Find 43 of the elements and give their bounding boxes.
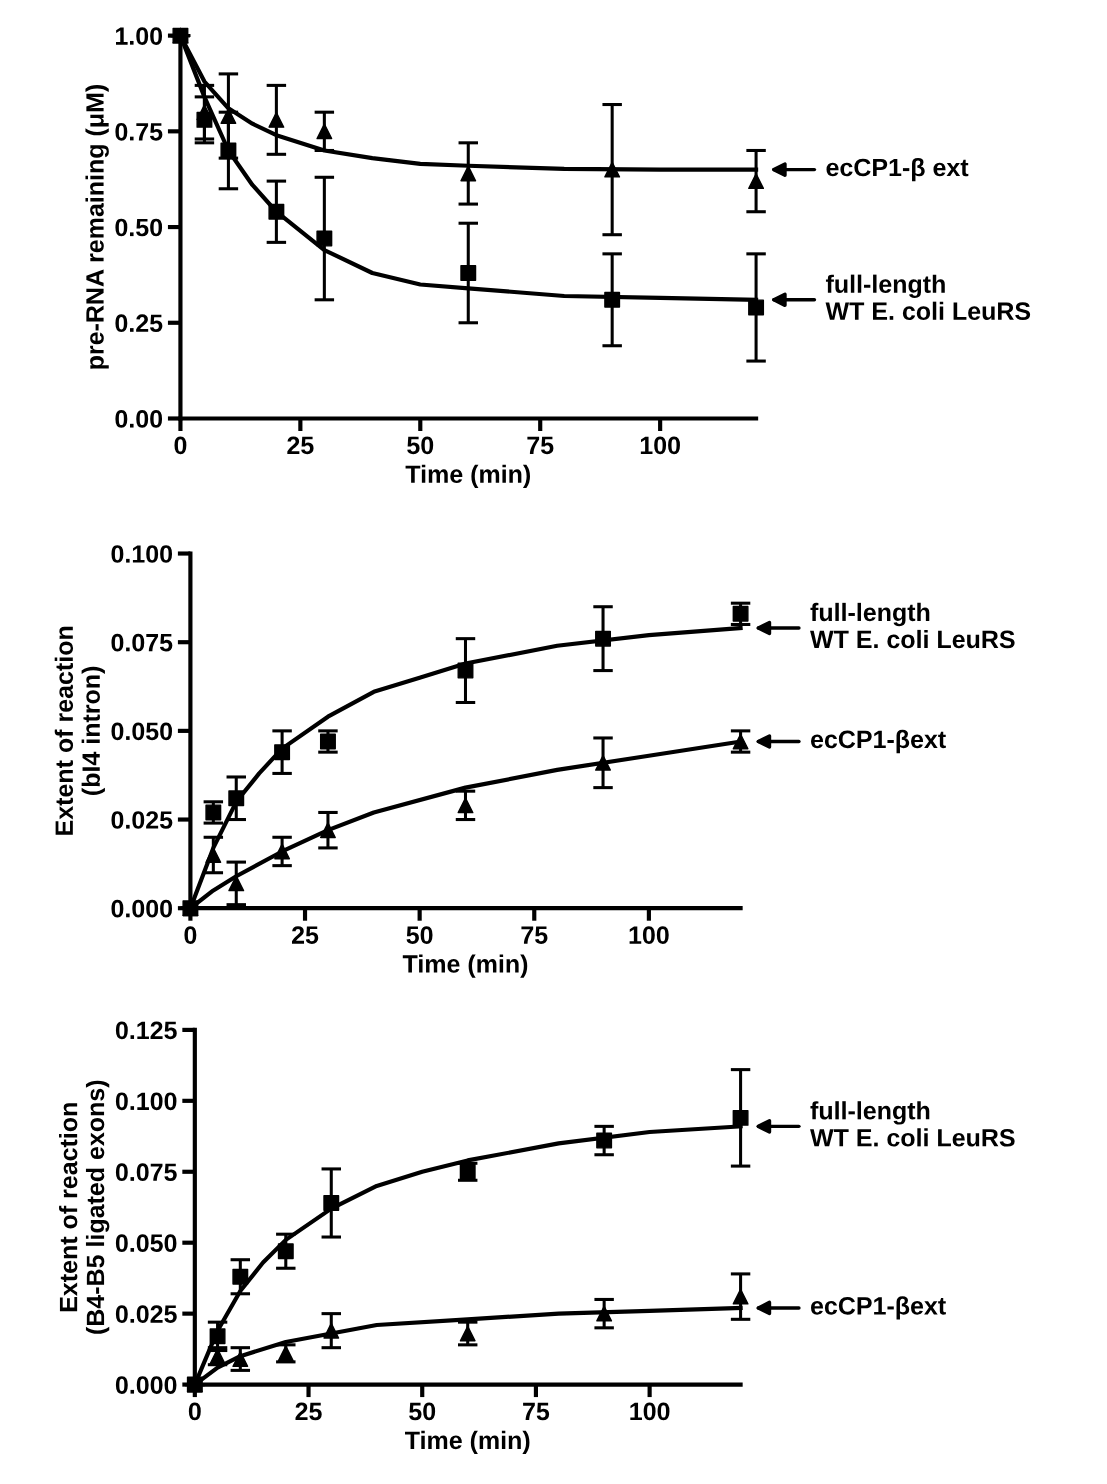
legend-label: full-length WT E. coli LeuRS [810,602,1015,649]
legend-label: ecCP1-β ext [826,157,969,182]
x-axis-title: Time (min) [405,464,530,489]
x-tick-label: 25 [287,436,314,455]
x-tick-label: 100 [629,926,669,944]
x-tick-label: 100 [640,436,680,455]
y-tick-label: 0.125 [115,1021,177,1040]
y-tick-label: 0.075 [115,1163,177,1182]
y-tick-label: 0.100 [115,1092,177,1111]
y-tick-label: 0.000 [115,1376,177,1394]
x-tick-label: 50 [407,436,434,455]
x-tick-label: 75 [527,436,554,455]
y-tick-label: 0.50 [115,218,163,237]
y-axis-title: pre-RNA remaining (μM) [85,85,109,369]
x-tick-label: 100 [630,1402,670,1421]
y-tick-label: 0.75 [115,122,163,141]
x-tick-label: 75 [521,926,548,944]
x-tick-label: 0 [174,436,187,455]
y-axis-title: Extent of reaction (B4-B5 ligated exons) [59,1080,110,1334]
y-tick-label: 0.100 [111,545,173,563]
y-tick-label: 0.25 [115,314,163,333]
x-tick-label: 25 [295,1402,322,1421]
legend-label: ecCP1-βext [811,1296,946,1320]
y-axis-title: Extent of reaction (bI4 intron) [54,626,105,835]
y-tick-label: 0.025 [115,1305,177,1323]
x-axis-title: Time (min) [405,1430,530,1455]
legend-label: full-length WT E. coli LeuRS [810,1101,1015,1147]
x-axis-title: Time (min) [402,954,528,978]
x-tick-label: 0 [188,1402,201,1421]
legend-label: full-length WT E. coli LeuRS [825,274,1031,321]
legend-label: ecCP1-βext [811,729,946,754]
y-tick-label: 0.050 [111,722,173,741]
y-tick-label: 0.075 [111,633,173,652]
y-tick-label: 0.00 [115,410,163,428]
x-tick-label: 0 [184,926,197,944]
y-tick-label: 0.025 [111,811,173,829]
x-tick-label: 50 [406,926,433,944]
x-tick-label: 25 [291,926,319,944]
y-tick-label: 0.000 [111,899,173,918]
x-tick-label: 75 [523,1402,550,1421]
y-tick-label: 1.00 [116,27,163,45]
y-tick-label: 0.050 [115,1234,177,1253]
x-tick-label: 50 [409,1402,436,1421]
